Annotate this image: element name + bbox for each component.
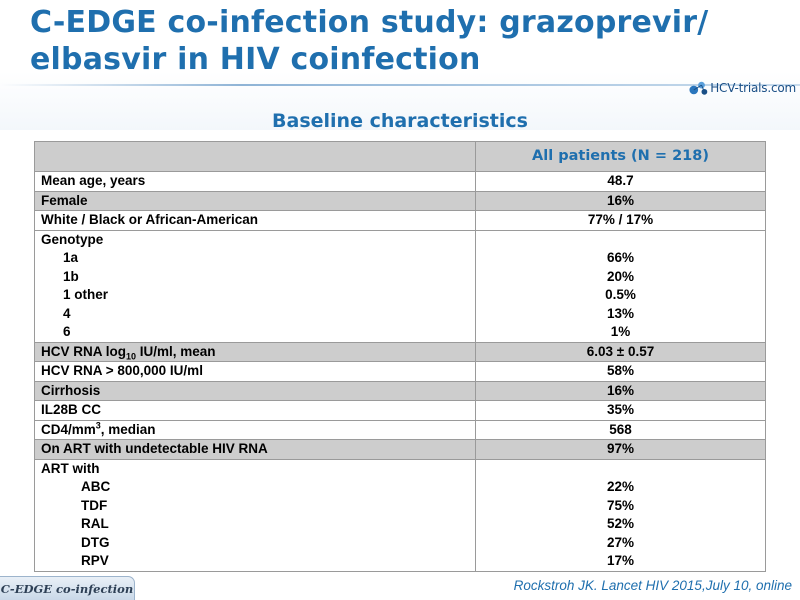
title-divider bbox=[0, 84, 800, 86]
footer-study-tab: C-EDGE co-infection bbox=[0, 576, 135, 600]
sub-value: 22% bbox=[606, 479, 635, 494]
sub-label: TDF bbox=[81, 497, 108, 513]
sub-label: 1a bbox=[63, 250, 79, 265]
table-row-cirrhosis: Cirrhosis 16% bbox=[34, 380, 766, 401]
row-label: On ART with undetectable HIV RNA bbox=[34, 439, 476, 460]
sub-label: ABC bbox=[81, 479, 111, 494]
art-label-cell: ART with ABC TDF RAL DTG RPV bbox=[34, 458, 476, 572]
table-row-art-undetectable: On ART with undetectable HIV RNA 97% bbox=[34, 439, 766, 460]
row-label: Cirrhosis bbox=[34, 380, 476, 401]
table-row-hcv-rna-log: HCV RNA log10 IU/ml, mean 6.03 ± 0.57 bbox=[34, 341, 766, 362]
sub-value: 0.5% bbox=[605, 287, 636, 302]
row-value: 6.03 ± 0.57 bbox=[475, 341, 766, 362]
sub-value: 52% bbox=[606, 516, 635, 531]
art-value-cell: 22% 75% 52% 27% 17% bbox=[475, 458, 766, 572]
sub-label: RAL bbox=[81, 516, 109, 531]
table-row-race: White / Black or African-American 77% / … bbox=[34, 210, 766, 231]
sub-value: 1% bbox=[610, 324, 631, 339]
row-value: 16% bbox=[475, 190, 766, 211]
row-value: 97% bbox=[475, 439, 766, 460]
row-label: CD4/mm3, median bbox=[34, 419, 476, 440]
table-row-age: Mean age, years 48.7 bbox=[34, 171, 766, 192]
sub-value: 27% bbox=[606, 534, 635, 550]
table-row-female: Female 16% bbox=[34, 190, 766, 211]
row-label: IL28B CC bbox=[34, 400, 476, 421]
sub-label: DTG bbox=[81, 534, 110, 550]
baseline-characteristics-table: All patients (N = 218) Mean age, years 4… bbox=[34, 141, 766, 572]
sub-value: 20% bbox=[606, 268, 635, 284]
header-label-cell bbox=[34, 141, 476, 172]
row-value: 48.7 bbox=[475, 171, 766, 192]
footer-tab-label: C-EDGE co-infection bbox=[0, 581, 134, 596]
hcv-trials-logo: HCV-trials.com bbox=[688, 75, 796, 101]
row-label: HCV RNA log10 IU/ml, mean bbox=[34, 341, 476, 362]
citation: Rockstroh JK. Lancet HIV 2015,July 10, o… bbox=[513, 578, 792, 593]
table-row-il28b: IL28B CC 35% bbox=[34, 400, 766, 421]
table-row-art-with: ART with ABC TDF RAL DTG RPV 22% 75% 52%… bbox=[34, 458, 766, 572]
sub-value: 17% bbox=[606, 553, 635, 568]
row-label: Female bbox=[34, 190, 476, 211]
row-label: Mean age, years bbox=[34, 171, 476, 192]
title-background bbox=[0, 0, 800, 130]
sub-value: 13% bbox=[606, 305, 635, 321]
logo-text: HCV-trials.com bbox=[710, 81, 796, 95]
sub-value: 66% bbox=[606, 250, 635, 265]
slide-title: C-EDGE co-infection study: grazoprevir/ … bbox=[30, 5, 709, 77]
molecule-icon bbox=[689, 81, 708, 95]
row-value: 35% bbox=[475, 400, 766, 421]
sub-label: RPV bbox=[81, 553, 109, 568]
genotype-label-cell: Genotype 1a 1b 1 other 4 6 bbox=[34, 229, 476, 343]
table-row-genotype: Genotype 1a 1b 1 other 4 6 66% 20% 0.5% … bbox=[34, 229, 766, 343]
row-label: ART with bbox=[41, 460, 100, 476]
row-value: 58% bbox=[475, 361, 766, 382]
table-row-cd4: CD4/mm3, median 568 bbox=[34, 419, 766, 440]
row-value: 568 bbox=[475, 419, 766, 440]
table-row-hcv-rna-high: HCV RNA > 800,000 IU/ml 58% bbox=[34, 361, 766, 382]
table-heading: Baseline characteristics bbox=[272, 110, 528, 132]
sub-label: 1b bbox=[63, 268, 79, 284]
row-label: HCV RNA > 800,000 IU/ml bbox=[34, 361, 476, 382]
sub-label: 1 other bbox=[63, 287, 109, 302]
sub-label: 6 bbox=[63, 324, 71, 339]
genotype-value-cell: 66% 20% 0.5% 13% 1% bbox=[475, 229, 766, 343]
header-value-cell: All patients (N = 218) bbox=[475, 141, 766, 172]
table-header-row: All patients (N = 218) bbox=[34, 141, 766, 172]
row-value: 16% bbox=[475, 380, 766, 401]
row-value: 77% / 17% bbox=[475, 210, 766, 231]
sub-value: 75% bbox=[606, 497, 635, 513]
sub-label: 4 bbox=[63, 305, 71, 321]
row-label: White / Black or African-American bbox=[34, 210, 476, 231]
row-label: Genotype bbox=[41, 231, 104, 247]
